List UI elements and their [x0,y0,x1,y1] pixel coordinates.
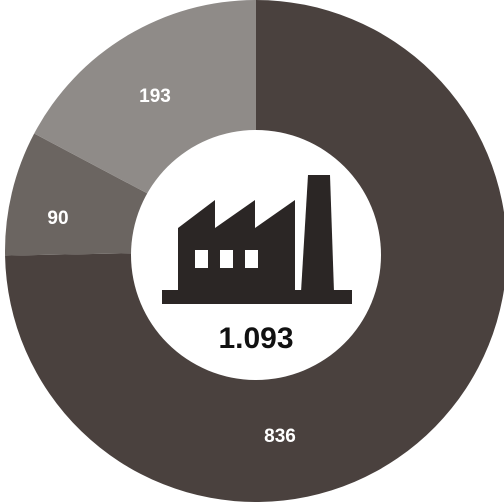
factory-icon [162,175,352,304]
value-label: 836 [264,426,296,447]
center-label: 1.093 [218,322,293,355]
value-label: 90 [47,208,68,229]
value-label: 193 [139,86,171,107]
slice [5,0,504,502]
